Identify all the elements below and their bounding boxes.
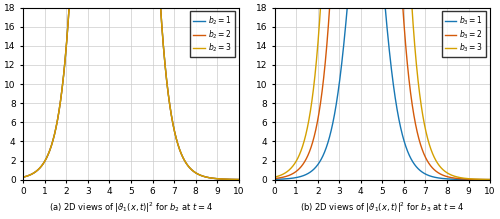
Legend: $b_3=1$, $b_3=2$, $b_3=3$: $b_3=1$, $b_3=2$, $b_3=3$ xyxy=(442,11,486,57)
Legend: $b_2=1$, $b_2=2$, $b_2=3$: $b_2=1$, $b_2=2$, $b_2=3$ xyxy=(190,11,235,57)
X-axis label: (a) 2D views of $|\vartheta_1(x,t)|^2$ for $b_2$ at $t = 4$: (a) 2D views of $|\vartheta_1(x,t)|^2$ f… xyxy=(49,200,213,215)
X-axis label: (b) 2D views of $|\vartheta_1(x,t)|^2$ for $b_3$ at $t = 4$: (b) 2D views of $|\vartheta_1(x,t)|^2$ f… xyxy=(300,200,464,215)
